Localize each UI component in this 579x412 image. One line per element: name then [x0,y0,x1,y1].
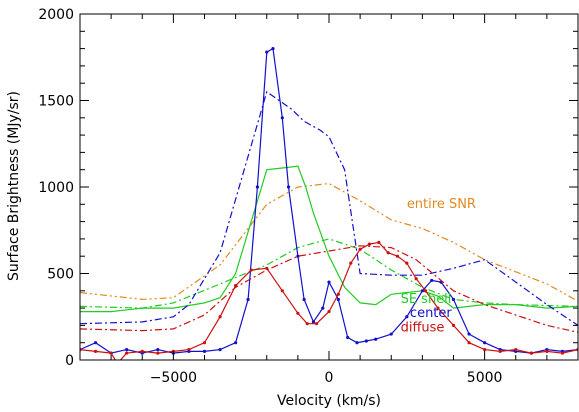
series-point-5-14 [280,289,284,293]
series-point-5-21 [358,247,362,251]
series-point-5-17 [314,322,319,326]
series-point-3-29 [420,289,424,293]
series-point-3-13 [265,50,269,54]
legend-label: SE shell [401,292,452,307]
series-point-5-15 [296,311,300,315]
series-point-5-35 [529,351,533,355]
series-point-3-21 [327,280,331,284]
series-point-3-1 [93,341,98,345]
legend-label: diffuse [401,320,445,335]
series-line-5 [80,241,578,360]
series-point-3-16 [286,185,291,189]
x-ticks: −5000 0 5000 [79,14,579,386]
series-point-3-20 [321,306,325,310]
series-line-3 [80,47,578,354]
series-point-5-24 [386,251,390,255]
series-point-5-18 [327,309,331,314]
series-point-5-26 [405,261,409,265]
y-tick-label: 0 [65,353,74,369]
series-point-3-24 [355,341,359,345]
series-point-5-37 [560,351,565,355]
series-point-5-36 [545,349,549,353]
series-point-3-15 [280,116,284,120]
x-tick-label: −5000 [150,370,197,386]
y-axis-label: Surface Brightness (MJy/sr) [6,91,22,281]
series-point-3-3 [125,348,129,352]
series-point-3-14 [271,47,275,51]
y-ticks: 0 500 1000 1500 2000 [38,7,578,369]
series-point-5-32 [483,348,487,352]
y-tick-label: 2000 [38,7,74,23]
series-point-3-19 [311,320,316,324]
y-tick-label: 1500 [38,94,74,110]
series-point-3-10 [234,341,238,345]
series-point-5-12 [249,268,253,272]
series-point-5-28 [423,289,428,293]
series-line-1 [80,165,578,313]
series-point-5-10 [218,315,222,319]
y-tick-label: 1000 [38,180,74,196]
series-point-5-27 [414,277,418,281]
series-layer [80,47,578,365]
series-point-3-22 [336,297,340,302]
series-point-3-17 [296,254,300,258]
legend-label: center [410,306,452,321]
series-point-5-1 [93,349,98,353]
series-point-3-32 [451,297,456,302]
series-point-3-25 [364,339,368,343]
series-point-5-2 [109,351,113,355]
series-point-5-5 [140,349,144,353]
series-point-5-34 [514,348,518,352]
series-point-5-31 [467,341,471,345]
series-point-3-34 [483,341,487,345]
series-point-3-26 [374,337,378,341]
series-point-5-20 [349,261,353,265]
series-point-3-28 [405,315,409,319]
series-point-5-23 [377,240,381,244]
series-point-5-22 [367,242,372,246]
series-point-5-19 [336,292,340,296]
series-point-3-11 [246,297,250,302]
series-point-5-25 [395,254,400,258]
series-point-5-8 [187,348,191,352]
series-point-5-9 [202,341,207,345]
series-line-0 [80,182,578,302]
series-point-3-5 [156,348,160,352]
series-point-5-29 [436,306,440,310]
x-tick-label: 0 [325,370,334,386]
series-point-5-16 [305,322,309,326]
series-point-5-6 [156,351,160,355]
series-point-3-12 [255,185,260,189]
y-tick-label: 500 [47,267,74,283]
series-point-3-33 [467,332,471,336]
series-point-5-30 [451,323,456,327]
series-line-4 [80,90,578,326]
series-point-5-3 [116,362,119,365]
x-tick-label: 5000 [467,370,503,386]
series-point-3-30 [430,278,434,283]
series-point-5-4 [125,351,129,355]
series-point-3-27 [389,332,393,336]
legend-label: entire SNR [407,197,476,212]
series-point-3-23 [346,335,350,340]
series-line-6 [80,245,578,333]
series-point-3-9 [218,348,222,352]
series-point-3-18 [302,297,306,302]
series-point-3-8 [202,349,207,353]
series-point-5-33 [498,349,502,353]
x-axis-label: Velocity (km/s) [277,393,381,409]
